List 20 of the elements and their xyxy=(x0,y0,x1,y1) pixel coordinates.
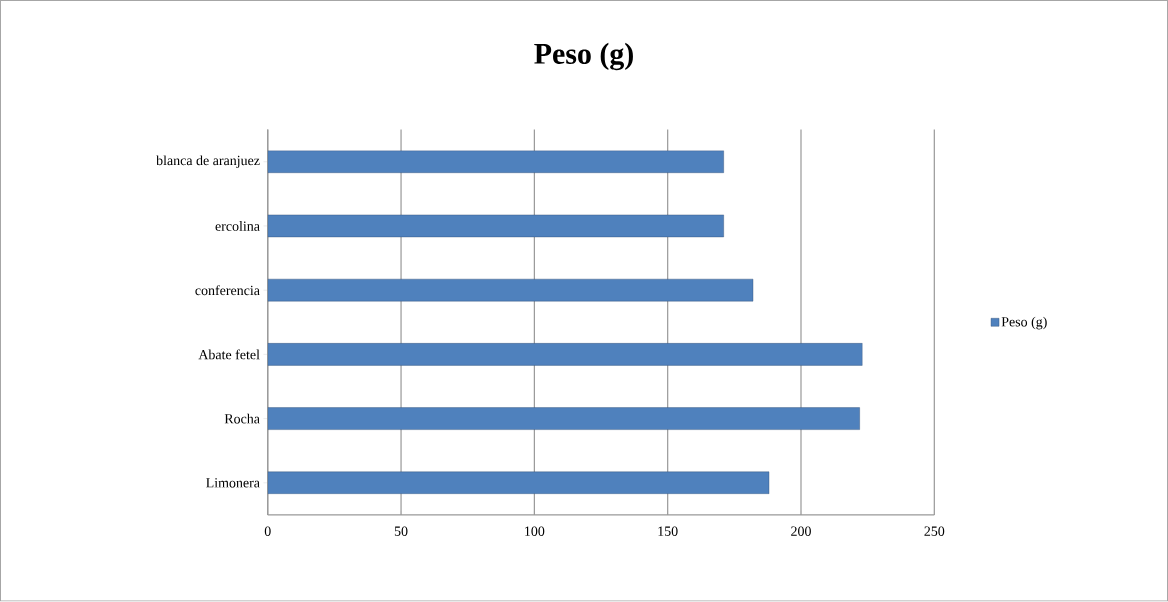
bar xyxy=(267,279,754,302)
x-tick-label: 100 xyxy=(525,526,545,537)
x-tick-label: 200 xyxy=(791,526,811,537)
bar xyxy=(267,150,724,174)
bar xyxy=(267,343,863,366)
chart-title: Peso (g) xyxy=(534,43,633,71)
bar xyxy=(267,214,724,238)
x-tick-label: 50 xyxy=(394,526,408,537)
y-tick-label: Abate fetel xyxy=(198,349,260,360)
bar xyxy=(267,407,860,431)
y-tick-label: Limonera xyxy=(206,478,260,488)
legend-label: Peso (g) xyxy=(1001,316,1047,330)
y-tick-label: blanca de aranjuez xyxy=(156,155,260,169)
y-tick-label: ercolina xyxy=(215,221,260,232)
x-tick-label: 0 xyxy=(264,526,271,537)
y-tick-label: conferencia xyxy=(195,285,260,296)
x-tick-label: 250 xyxy=(924,526,945,537)
y-tick-label: Rocha xyxy=(224,413,260,424)
bar xyxy=(267,471,770,495)
x-tick-label: 150 xyxy=(658,526,678,537)
